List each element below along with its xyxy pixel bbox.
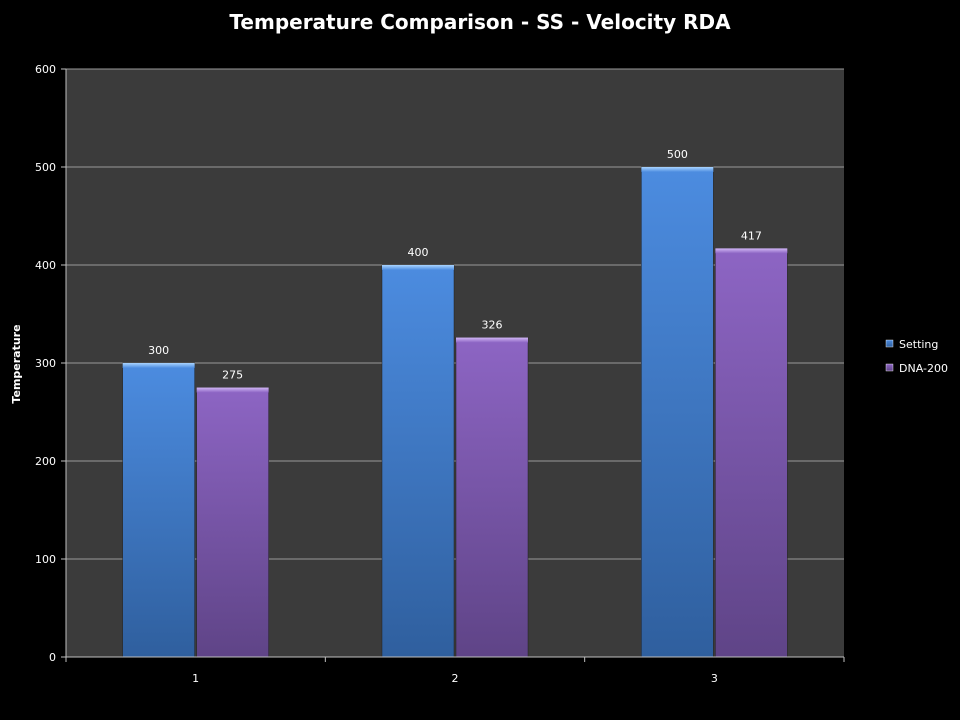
axes: 0 100 200 300 400 500 600 1 2 3 bbox=[35, 63, 845, 685]
x-tick-label: 2 bbox=[452, 672, 459, 685]
chart-title: Temperature Comparison - SS - Velocity R… bbox=[229, 10, 731, 34]
data-label: 300 bbox=[148, 344, 169, 357]
bar bbox=[122, 362, 195, 658]
bar bbox=[381, 264, 455, 658]
bars bbox=[122, 166, 788, 658]
y-tick-label: 200 bbox=[35, 455, 56, 468]
legend-label: DNA-200 bbox=[899, 362, 948, 375]
data-label: 500 bbox=[667, 148, 688, 161]
y-tick-label: 300 bbox=[35, 357, 56, 370]
x-tick-label: 3 bbox=[711, 672, 718, 685]
y-tick-label: 600 bbox=[35, 63, 56, 76]
bar-cap bbox=[122, 363, 195, 368]
y-tick-label: 0 bbox=[49, 651, 56, 664]
bar-cap bbox=[715, 248, 788, 254]
data-label: 326 bbox=[482, 319, 503, 332]
bar bbox=[196, 387, 269, 658]
bar bbox=[715, 248, 788, 658]
legend: Setting DNA-200 bbox=[885, 338, 948, 375]
data-label: 400 bbox=[408, 246, 429, 259]
data-labels: 300 275 400 326 500 417 bbox=[148, 148, 762, 382]
legend-swatch bbox=[885, 363, 894, 372]
x-tick-label: 1 bbox=[192, 672, 199, 685]
legend-swatch bbox=[885, 339, 894, 348]
data-label: 275 bbox=[222, 369, 243, 382]
y-tick-label: 100 bbox=[35, 553, 56, 566]
data-label: 417 bbox=[741, 229, 762, 242]
bar-cap bbox=[641, 167, 714, 172]
gridlines bbox=[66, 68, 844, 560]
legend-label: Setting bbox=[899, 338, 938, 351]
y-axis-title: Temperature bbox=[10, 324, 23, 403]
y-tick-label: 400 bbox=[35, 259, 56, 272]
bar-cap bbox=[196, 387, 269, 393]
bar bbox=[455, 337, 529, 658]
bar-cap bbox=[382, 265, 454, 270]
bar bbox=[641, 166, 714, 658]
y-tick-label: 500 bbox=[35, 161, 56, 174]
bar-cap bbox=[456, 337, 528, 343]
